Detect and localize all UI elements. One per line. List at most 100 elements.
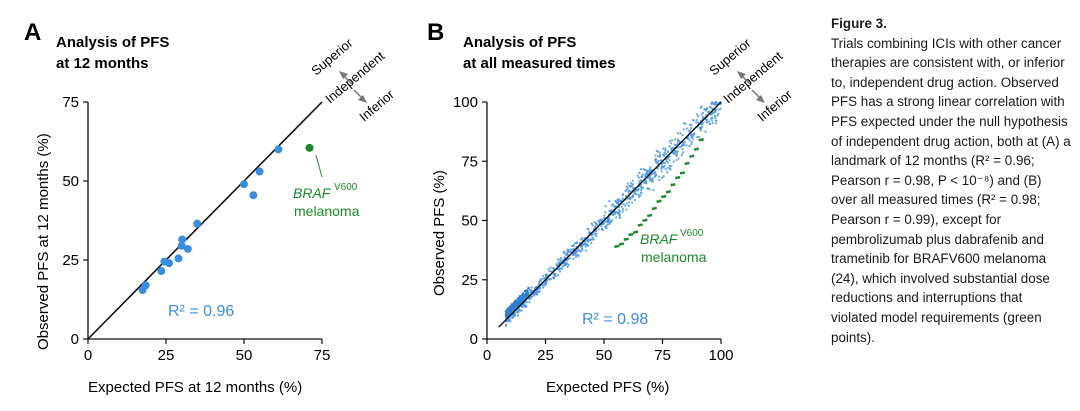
panel-b-point-blue: [563, 264, 566, 267]
panel-b-point-blue: [527, 286, 530, 290]
panel-b-point-blue: [631, 196, 634, 199]
panel-b-point-blue: [655, 149, 658, 153]
panel-b-point-blue: [584, 240, 587, 244]
panel-b-point-blue: [673, 152, 676, 155]
panel-b-point-blue: [628, 201, 631, 204]
panel-b-point-blue: [691, 140, 694, 143]
panel-b-subtitle: at all measured times: [463, 55, 616, 72]
panel-b-point-blue: [648, 177, 651, 180]
panel-b-point-blue: [690, 126, 693, 130]
panel-b-point-blue: [551, 276, 555, 279]
panel-b-point-blue: [637, 193, 640, 196]
panel-b-point-blue: [648, 188, 651, 191]
panel-b-point-green: [635, 230, 639, 234]
panel-b-point-blue: [653, 170, 656, 173]
panel-b-point-blue: [640, 188, 643, 192]
panel-b-point-blue: [676, 142, 679, 145]
panel-b-point-blue: [638, 171, 641, 174]
panel-b-point-blue: [660, 159, 663, 162]
panel-b-point-blue: [536, 289, 539, 292]
panel-b-point-blue: [709, 122, 712, 126]
panel-b-point-blue: [651, 180, 654, 183]
panel-b-point-blue: [701, 111, 705, 114]
panel-b-point-blue: [658, 151, 661, 154]
panel-b-point-green: [640, 223, 643, 227]
panel-b-point-blue: [624, 204, 627, 207]
panel-b-point-blue: [673, 138, 677, 141]
panel-b-point-blue: [668, 164, 671, 167]
panel-b-point-blue: [690, 136, 693, 139]
panel-b-point-blue: [637, 176, 640, 179]
panel-b-point-blue: [717, 112, 720, 115]
panel-b-point-blue: [697, 115, 700, 118]
panel-b-point-blue: [587, 238, 590, 242]
panel-a-r2: R² = 0.96: [168, 303, 234, 320]
panel-b-label: B: [427, 19, 444, 46]
panel-b-point-blue: [558, 270, 562, 273]
panel-b-point-blue: [674, 144, 678, 147]
panel-b-point-blue: [514, 301, 518, 305]
panel-b-point-blue: [688, 139, 691, 142]
panel-b-point-blue: [610, 220, 613, 223]
panel-b-point-blue: [548, 278, 551, 281]
panel-b-point-blue: [586, 227, 589, 230]
panel-a-inferior-label: Inferior: [356, 86, 397, 124]
panel-b-point-blue: [528, 288, 532, 291]
panel-b-point-blue: [556, 258, 560, 261]
panel-b-point-blue: [641, 175, 644, 178]
panel-b-point-blue: [604, 205, 607, 208]
panel-b-point-blue: [679, 132, 682, 135]
panel-a-point-blue: [183, 244, 192, 253]
panel-b-point-blue: [660, 167, 663, 171]
panel-b-point-green: [679, 171, 683, 175]
panel-b-point-blue: [682, 151, 685, 154]
panel-b-point-blue: [708, 120, 711, 123]
panel-b-point-blue: [701, 117, 704, 120]
panel-b-point-blue: [524, 304, 527, 307]
panel-b-point-blue: [608, 219, 611, 222]
panel-a-x-tick-label: 50: [236, 347, 253, 364]
panel-b-point-green: [616, 244, 620, 248]
panel-b-point-green: [656, 200, 660, 203]
panel-b-point-blue: [591, 238, 594, 241]
panel-b-r2: R² = 0.98: [582, 311, 648, 328]
panel-b-point-blue: [520, 299, 523, 302]
panel-b-point-blue: [541, 274, 545, 278]
panel-b-y-label: Observed PFS (%): [431, 170, 448, 296]
panel-b-point-blue: [547, 268, 550, 271]
panel-b-point-blue: [666, 150, 670, 153]
panel-b-point-blue: [652, 188, 655, 191]
panel-b-point-blue: [574, 251, 578, 254]
panel-b-point-green: [658, 199, 662, 203]
panel-b-point-blue: [576, 241, 579, 244]
panel-b-point-blue: [625, 208, 628, 211]
panel-b-y-tick-label: 25: [461, 272, 478, 289]
panel-b-point-blue: [645, 182, 648, 185]
panel-b-point-blue: [675, 153, 679, 156]
panel-b-point-blue: [639, 191, 642, 194]
panel-b-point-blue: [644, 175, 647, 178]
panel-a-x-tick-label: 0: [84, 347, 92, 364]
panel-b-point-blue: [608, 209, 611, 212]
panel-b-point-blue: [682, 128, 685, 131]
panel-a-superior-arrowhead: [339, 71, 348, 79]
panel-b-point-blue: [692, 132, 696, 135]
panel-b-point-blue: [561, 265, 564, 268]
panel-a-y-tick-label: 25: [62, 252, 79, 269]
panel-b-point-blue: [702, 121, 705, 124]
panel-a-point-blue: [249, 191, 258, 200]
panel-b-point-blue: [629, 185, 632, 188]
panel-b-point-blue: [660, 170, 663, 173]
panel-b-point-blue: [572, 257, 575, 260]
panel-b-point-blue: [672, 160, 675, 163]
panel-b-point-blue: [579, 250, 582, 253]
panel-b-superior-arrowhead: [737, 71, 746, 79]
panel-b-point-blue: [658, 178, 661, 182]
panel-b-point-blue: [621, 210, 624, 213]
panel-b-point-blue: [651, 177, 654, 180]
panel-b-point-blue: [660, 176, 664, 179]
panel-b-point-blue: [542, 286, 545, 289]
panel-b-point-blue: [714, 110, 717, 114]
panel-b-point-blue: [687, 137, 690, 140]
panel-b-point-blue: [710, 106, 713, 109]
